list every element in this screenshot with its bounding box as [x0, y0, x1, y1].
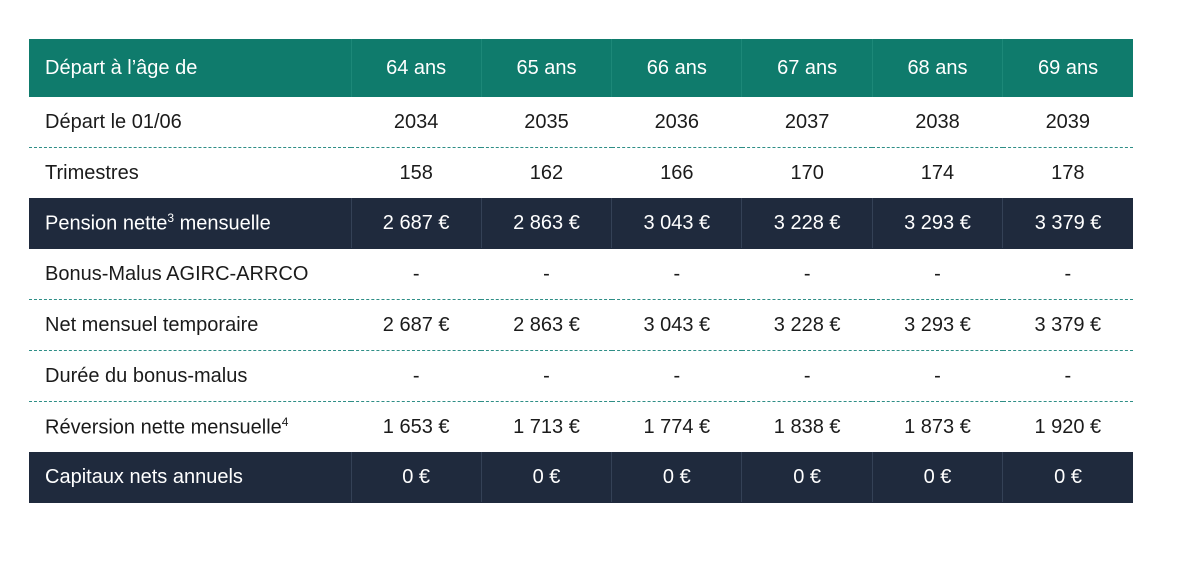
value-cell: 2039	[1002, 97, 1133, 148]
header-cell: 65 ans	[480, 39, 612, 97]
table-row: Capitaux nets annuels 0 €0 €0 €0 €0 €0 €	[29, 452, 1133, 503]
value-cell: 0 €	[741, 452, 873, 503]
value-cell: -	[611, 248, 742, 300]
value-cell: -	[1002, 350, 1133, 402]
label-text: Départ le 01/06	[45, 110, 182, 133]
header-label: Départ à l’âge de	[29, 39, 351, 97]
value-cell: 3 043 €	[611, 198, 742, 249]
row-label: Net mensuel temporaire	[29, 299, 351, 351]
value-cell: 170	[790, 161, 824, 184]
value-cell: 2035	[481, 97, 612, 148]
value-cell: 3 293 €	[872, 299, 1003, 351]
label-text: Bonus-Malus AGIRC-ARRCO	[45, 262, 309, 285]
label-text: Trimestres	[45, 161, 139, 184]
value-cell: 0 €	[1002, 452, 1133, 503]
label-text: Net mensuel temporaire	[45, 313, 259, 336]
header-cell: 68 ans	[871, 39, 1003, 97]
value-cell: -	[351, 248, 482, 300]
label-text: Durée du bonus-malus	[45, 364, 248, 387]
value-cell: 178	[1051, 161, 1085, 184]
row-label: Départ le 01/06	[29, 97, 351, 148]
footnote-ref: 3	[167, 210, 175, 225]
table-row: Départ le 01/06 2034 2035 2036 2037 2038 2039	[29, 97, 1133, 148]
header-row: Départ à l’âge de 64 ans 65 ans 66 ans 67 a…	[29, 39, 1133, 97]
value-cell: 2 863 €	[480, 198, 612, 249]
row-label: Réversion nette mensuelle4	[29, 402, 351, 453]
value-cell: 0 €	[871, 452, 1003, 503]
header-cell: 66 ans	[611, 39, 742, 97]
table-container: Départ à l’âge de 64 ans 65 ans 66 ans 67 a…	[29, 39, 1133, 503]
value-cell: 3 379 €	[1002, 299, 1133, 351]
label-text: Pension nette	[45, 212, 168, 235]
value-cell: 2 687 €	[350, 198, 482, 249]
value-cell: -	[741, 248, 873, 300]
table-row: Bonus-Malus AGIRC-ARRCO - - - - - -	[29, 248, 1133, 300]
value-cell: 1 873 €	[904, 415, 971, 438]
value-cell: -	[872, 350, 1003, 402]
header-cell: 64 ans	[350, 39, 482, 97]
pension-table: Départ à l’âge de 64 ans 65 ans 66 ans 67 a…	[29, 39, 1133, 503]
value-cell: 162	[529, 161, 564, 184]
value-cell: 2037	[741, 97, 873, 148]
value-cell: -	[872, 248, 1003, 300]
value-cell: 0 €	[480, 452, 612, 503]
table-row: Net mensuel temporaire 2 687 €2 863 €3 04…	[29, 299, 1133, 351]
value-cell: 0 €	[350, 452, 482, 503]
value-cell: 2038	[872, 97, 1003, 148]
value-cell: 1 653 €	[382, 415, 450, 438]
value-cell: 0 €	[611, 452, 742, 503]
value-cell: 2034	[351, 97, 482, 148]
value-cell: 158	[399, 161, 433, 184]
value-cell: 3 043 €	[611, 299, 742, 351]
value-cell: 2036	[611, 97, 742, 148]
value-cell: -	[741, 350, 873, 402]
footnote-ref: 4	[281, 414, 289, 429]
header-cell: 69 ans	[1002, 39, 1133, 97]
table-row: Trimestres 158 162 166 170 174 178	[29, 148, 1133, 199]
label-text: mensuelle	[174, 212, 271, 235]
value-cell: 3 228 €	[741, 299, 873, 351]
value-cell: -	[1002, 248, 1133, 300]
row-label: Bonus-Malus AGIRC-ARRCO	[29, 248, 351, 300]
value-cell: 2 687 €	[351, 299, 482, 351]
row-label: Trimestres	[29, 148, 351, 199]
value-cell: -	[481, 248, 612, 300]
value-cell: 166	[660, 161, 694, 184]
row-label: Pension nette3 mensuelle	[29, 198, 351, 249]
row-label: Capitaux nets annuels	[29, 452, 351, 503]
value-cell: 3 228 €	[741, 198, 873, 249]
value-cell: -	[611, 350, 742, 402]
header-cell: 67 ans	[741, 39, 873, 97]
value-cell: 1 713 €	[513, 415, 580, 438]
value-cell: 1 920 €	[1034, 415, 1102, 438]
row-label: Durée du bonus-malus	[29, 350, 351, 402]
value-cell: 3 293 €	[871, 198, 1003, 249]
value-cell: 174	[920, 161, 955, 184]
value-cell: 1 838 €	[773, 415, 841, 438]
table-row: Pension nette3 mensuelle 2 687 €2 863 €3 …	[29, 198, 1133, 249]
value-cell: -	[351, 350, 482, 402]
label-text: Réversion nette mensuelle	[45, 416, 282, 439]
table-body: Départ le 01/06 2034 2035 2036 2037 2038 2039 T…	[29, 97, 1133, 503]
table-row: Durée du bonus-malus - - - - - -	[29, 350, 1133, 402]
label-text: Capitaux nets annuels	[45, 465, 243, 488]
value-cell: 1 774 €	[643, 415, 711, 438]
value-cell: -	[481, 350, 612, 402]
value-cell: 3 379 €	[1002, 198, 1133, 249]
value-cell: 2 863 €	[481, 299, 612, 351]
table-row: Réversion nette mensuelle4 1 653 € 1 713 €…	[29, 402, 1133, 453]
